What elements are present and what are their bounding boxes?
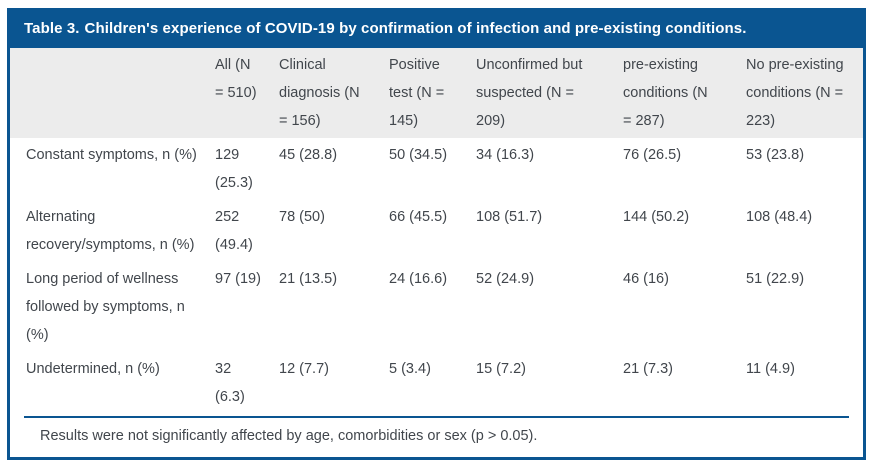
column-header-pre-existing: pre-existing conditions (N = 287) [613, 48, 736, 138]
row-label: Long period of wellness followed by symp… [26, 271, 185, 343]
header-row: All (N = 510) Clinical diagnosis (N = 15… [10, 48, 863, 138]
data-cell: 32 (6.3) [215, 361, 245, 405]
data-cell: 108 (51.7) [476, 209, 543, 225]
table-body: Constant symptoms, n (%) 129 (25.3) 45 (28… [10, 138, 863, 414]
data-cell: 21 (7.3) [623, 361, 673, 377]
data-cell: 51 (22.9) [746, 271, 805, 287]
table-card: Table 3. Children's experience of COVID-1… [7, 8, 866, 460]
column-header-clinical-diagnosis: Clinical diagnosis (N = 156) [269, 48, 379, 138]
table-title-bar: Table 3. Children's experience of COVID-1… [10, 11, 863, 48]
column-header-no-pre-existing: No pre-existing conditions (N = 223) [736, 48, 863, 138]
data-cell: 5 (3.4) [389, 361, 431, 377]
column-header-all: All (N = 510) [205, 48, 269, 138]
data-cell: 12 (7.7) [279, 361, 329, 377]
column-header-positive-test: Positive test (N = 145) [379, 48, 466, 138]
data-cell: 144 (50.2) [623, 209, 690, 225]
table-row: Undetermined, n (%) 32 (6.3) 12 (7.7) 5 (3.… [10, 352, 863, 414]
data-cell: 66 (45.5) [389, 209, 448, 225]
row-label: Undetermined, n (%) [26, 361, 160, 377]
row-label: Constant symptoms, n (%) [26, 147, 197, 163]
data-cell: 15 (7.2) [476, 361, 526, 377]
data-cell: 34 (16.3) [476, 147, 535, 163]
column-header-unconfirmed-suspected: Unconfirmed but suspected (N = 209) [466, 48, 613, 138]
data-cell: 52 (24.9) [476, 271, 535, 287]
data-cell: 53 (23.8) [746, 147, 805, 163]
data-cell: 24 (16.6) [389, 271, 448, 287]
column-header-empty [10, 48, 205, 138]
data-cell: 97 (19) [215, 271, 261, 287]
table-row: Alternating recovery/symptoms, n (%) 252 … [10, 200, 863, 262]
table-footnote: Results were not significantly affected … [24, 416, 849, 457]
table-title-text: Children's experience of COVID-19 by con… [84, 20, 747, 37]
data-cell: 50 (34.5) [389, 147, 448, 163]
data-cell: 76 (26.5) [623, 147, 682, 163]
data-cell: 129 (25.3) [215, 147, 253, 191]
table-row: Long period of wellness followed by symp… [10, 262, 863, 352]
data-cell: 45 (28.8) [279, 147, 338, 163]
row-label: Alternating recovery/symptoms, n (%) [26, 209, 195, 253]
data-cell: 21 (13.5) [279, 271, 338, 287]
data-cell: 46 (16) [623, 271, 669, 287]
data-cell: 108 (48.4) [746, 209, 813, 225]
table-row: Constant symptoms, n (%) 129 (25.3) 45 (28… [10, 138, 863, 200]
data-cell: 78 (50) [279, 209, 325, 225]
table-number-label: Table 3. [24, 20, 80, 37]
data-table: All (N = 510) Clinical diagnosis (N = 15… [10, 48, 863, 414]
table-header: All (N = 510) Clinical diagnosis (N = 15… [10, 48, 863, 138]
data-cell: 252 (49.4) [215, 209, 253, 253]
data-cell: 11 (4.9) [746, 361, 795, 377]
